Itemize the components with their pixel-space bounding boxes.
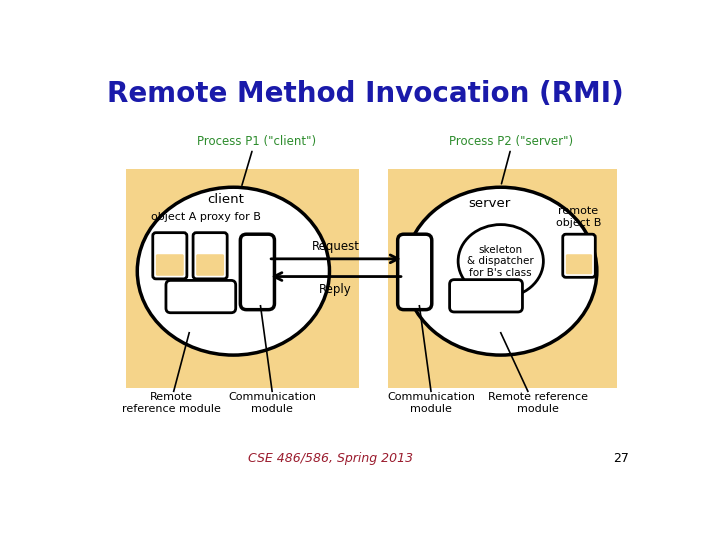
FancyBboxPatch shape [166,280,235,313]
Text: Remote
reference module: Remote reference module [122,392,221,414]
Text: server: server [469,197,511,210]
FancyBboxPatch shape [388,168,617,388]
Text: Remote reference
module: Remote reference module [488,392,588,414]
Text: Reply: Reply [319,283,352,296]
FancyBboxPatch shape [240,234,274,309]
Text: remote
object B: remote object B [556,206,601,228]
FancyBboxPatch shape [397,234,432,309]
Ellipse shape [138,187,330,355]
FancyBboxPatch shape [196,254,224,276]
FancyBboxPatch shape [153,233,187,279]
Text: Process P2 ("server"): Process P2 ("server") [449,135,573,148]
FancyBboxPatch shape [563,234,595,278]
Text: Remote Method Invocation (RMI): Remote Method Invocation (RMI) [107,80,624,108]
Text: skeleton
& dispatcher
for B's class: skeleton & dispatcher for B's class [467,245,534,278]
Text: object A proxy for B: object A proxy for B [151,212,261,222]
FancyBboxPatch shape [193,233,228,279]
Ellipse shape [458,225,544,298]
FancyBboxPatch shape [449,280,523,312]
FancyBboxPatch shape [156,254,184,276]
Text: client: client [207,193,244,206]
Ellipse shape [405,187,597,355]
FancyBboxPatch shape [127,168,359,388]
Text: Communication
module: Communication module [228,392,316,414]
FancyBboxPatch shape [566,254,593,274]
Text: 27: 27 [613,452,629,465]
Text: CSE 486/586, Spring 2013: CSE 486/586, Spring 2013 [248,452,413,465]
Text: Process P1 ("client"): Process P1 ("client") [197,135,316,148]
Text: Request: Request [312,240,360,253]
Text: Communication
module: Communication module [387,392,475,414]
